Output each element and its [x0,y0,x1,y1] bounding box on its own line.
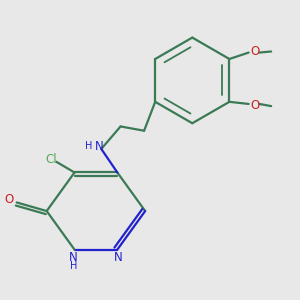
Text: N: N [69,251,78,264]
Text: H: H [85,141,93,151]
Text: N: N [95,140,103,153]
Text: N: N [114,251,123,264]
Text: O: O [250,45,259,58]
Text: O: O [250,98,259,112]
Text: H: H [70,261,77,271]
Text: Cl: Cl [45,153,57,166]
Text: O: O [4,193,14,206]
